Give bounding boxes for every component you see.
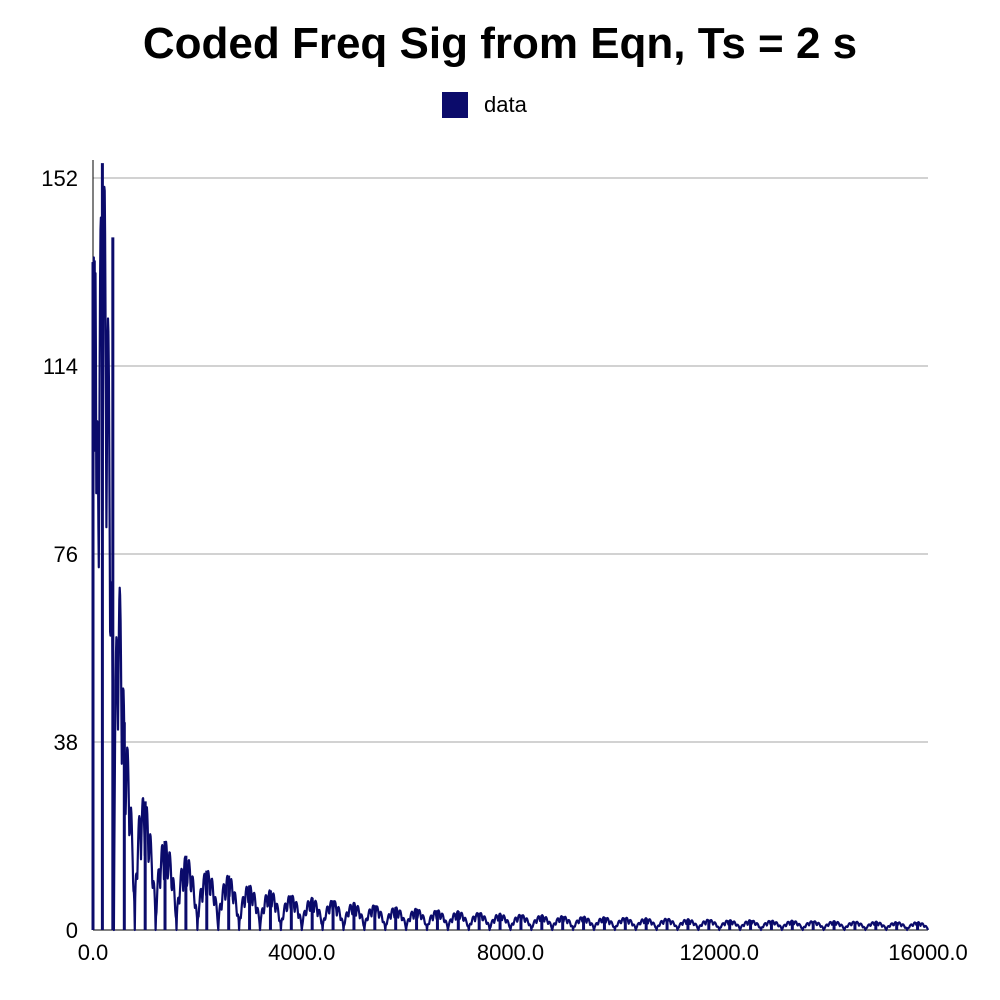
gridlines — [93, 177, 928, 743]
y-tick-label: 0 — [66, 918, 78, 943]
y-tick-label: 152 — [41, 166, 78, 191]
x-tick-label: 8000.0 — [477, 940, 544, 965]
legend-label-data: data — [484, 92, 528, 117]
x-axis-ticks: 0.0 4000.0 8000.0 12000.0 16000.0 — [78, 940, 968, 965]
legend-swatch-data — [442, 92, 468, 118]
x-tick-label: 4000.0 — [268, 940, 335, 965]
chart-title: Coded Freq Sig from Eqn, Ts = 2 s — [143, 19, 857, 68]
y-tick-label: 38 — [54, 730, 78, 755]
y-tick-label: 76 — [54, 542, 78, 567]
y-tick-label: 114 — [43, 354, 78, 379]
legend: data — [442, 92, 528, 118]
series-line-data — [91, 185, 930, 932]
series-data-group — [91, 163, 930, 932]
y-axis-ticks: 0 38 76 114 152 — [41, 166, 78, 943]
x-tick-label: 16000.0 — [888, 940, 968, 965]
x-tick-label: 0.0 — [78, 940, 109, 965]
x-tick-label: 12000.0 — [679, 940, 759, 965]
